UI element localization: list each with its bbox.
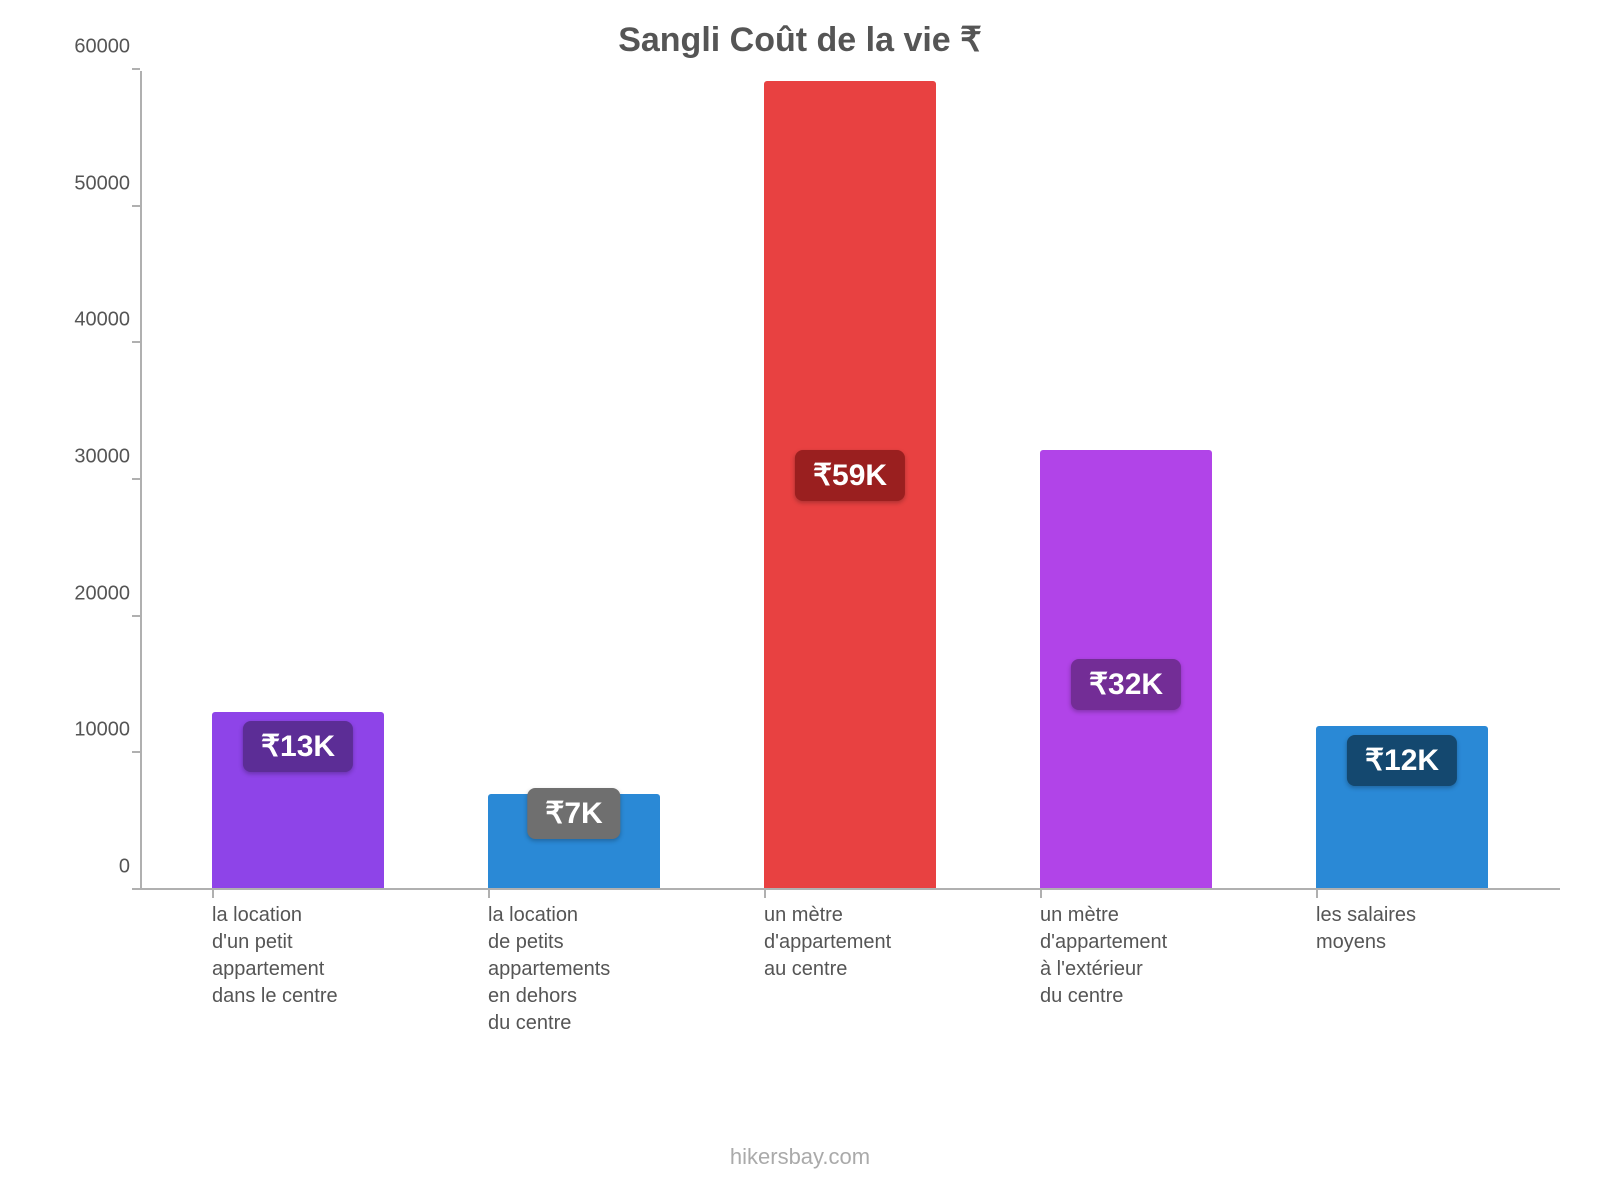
x-tick-mark <box>1040 890 1042 898</box>
x-tick-mark <box>1316 890 1318 898</box>
bar-value-label: ₹13K <box>243 721 353 772</box>
x-tick-mark <box>764 890 766 898</box>
x-axis-label: un mètre d'appartement à l'extérieur du … <box>988 902 1264 1037</box>
y-tick-mark <box>132 341 140 343</box>
bar-slot: ₹32K <box>988 71 1264 890</box>
y-tick-mark <box>132 68 140 70</box>
y-tick-mark <box>132 751 140 753</box>
cost-of-living-chart: Sangli Coût de la vie ₹ 0 10000 20000 30000… <box>40 20 1560 1037</box>
bar-value-label: ₹32K <box>1071 659 1181 710</box>
bar-slot: ₹13K <box>160 71 436 890</box>
bar-slot: ₹59K <box>712 71 988 890</box>
x-axis-labels: la location d'un petit appartement dans … <box>140 890 1560 1037</box>
y-tick-label: 30000 <box>40 446 130 469</box>
x-axis-label: la location d'un petit appartement dans … <box>160 902 436 1037</box>
y-tick-label: 60000 <box>40 36 130 59</box>
bar-slot: ₹7K <box>436 71 712 890</box>
bar-value-label: ₹12K <box>1347 735 1457 786</box>
y-tick-label: 50000 <box>40 172 130 195</box>
x-axis-label: la location de petits appartements en de… <box>436 902 712 1037</box>
x-axis-line <box>140 888 1560 890</box>
x-tick-mark <box>212 890 214 898</box>
bar-value-label: ₹7K <box>527 788 620 839</box>
y-tick-mark <box>132 888 140 890</box>
y-tick-label: 10000 <box>40 719 130 742</box>
y-axis: 0100002000030000400005000060000 <box>40 71 140 890</box>
x-tick-mark <box>488 890 490 898</box>
chart-title: Sangli Coût de la vie ₹ <box>40 20 1560 60</box>
y-tick-mark <box>132 205 140 207</box>
plot-area: 0100002000030000400005000060000 ₹13K₹7K₹… <box>140 70 1560 890</box>
footer-credit: hikersbay.com <box>0 1144 1600 1170</box>
bar-slot: ₹12K <box>1264 71 1540 890</box>
y-tick-label: 0 <box>40 856 130 879</box>
y-tick-mark <box>132 615 140 617</box>
y-tick-mark <box>132 478 140 480</box>
y-tick-label: 40000 <box>40 309 130 332</box>
bars-container: ₹13K ₹7K ₹59K ₹32K ₹12K <box>140 71 1560 890</box>
y-tick-label: 20000 <box>40 582 130 605</box>
x-axis-label: un mètre d'appartement au centre <box>712 902 988 1037</box>
x-axis-label: les salaires moyens <box>1264 902 1540 1037</box>
bar-value-label: ₹59K <box>795 450 905 501</box>
